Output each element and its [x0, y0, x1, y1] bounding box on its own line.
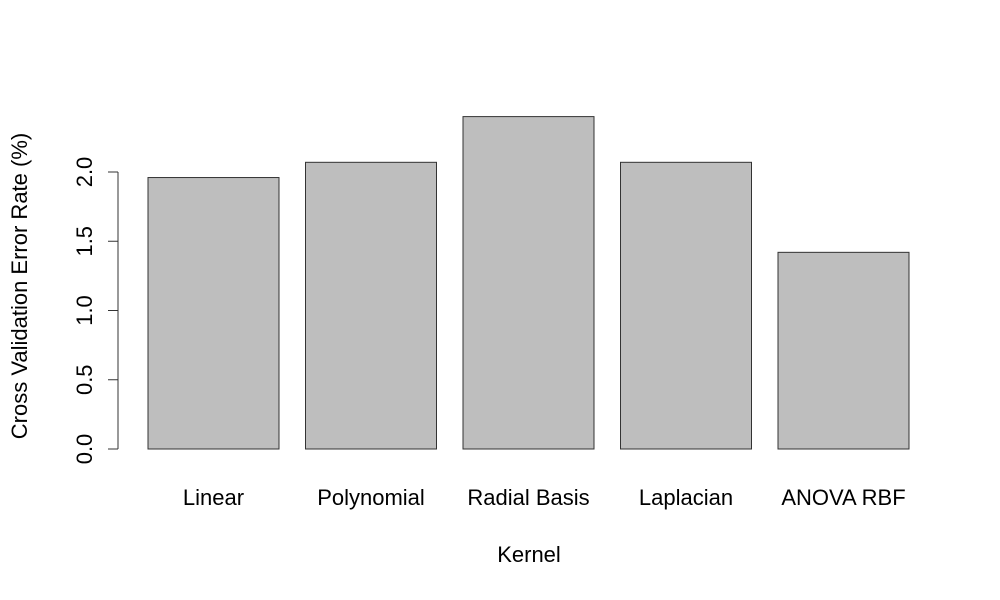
- y-axis: 0.0 0.5 1.0 1.5 2.0: [72, 157, 119, 465]
- bar-radial-basis: [462, 116, 595, 450]
- x-category-labels: Linear Polynomial Radial Basis Laplacian ANO…: [183, 485, 906, 510]
- bar-anova-rbf: [777, 251, 910, 450]
- y-tick-label: 0.5: [72, 364, 97, 395]
- bars-group: [147, 116, 910, 450]
- bar-linear: [147, 177, 280, 450]
- x-tick-label: ANOVA RBF: [781, 485, 905, 510]
- x-tick-label: Linear: [183, 485, 244, 510]
- bar-polynomial: [305, 161, 437, 450]
- y-tick-label: 1.5: [72, 226, 97, 257]
- x-tick-label: Radial Basis: [467, 485, 589, 510]
- y-axis-title: Cross Validation Error Rate (%): [7, 133, 32, 439]
- y-tick-label: 2.0: [72, 157, 97, 188]
- y-tick-label: 1.0: [72, 295, 97, 326]
- x-axis-title: Kernel: [497, 542, 561, 567]
- bar-laplacian: [620, 161, 752, 450]
- x-tick-label: Laplacian: [639, 485, 733, 510]
- x-tick-label: Polynomial: [317, 485, 425, 510]
- y-tick-label: 0.0: [72, 434, 97, 465]
